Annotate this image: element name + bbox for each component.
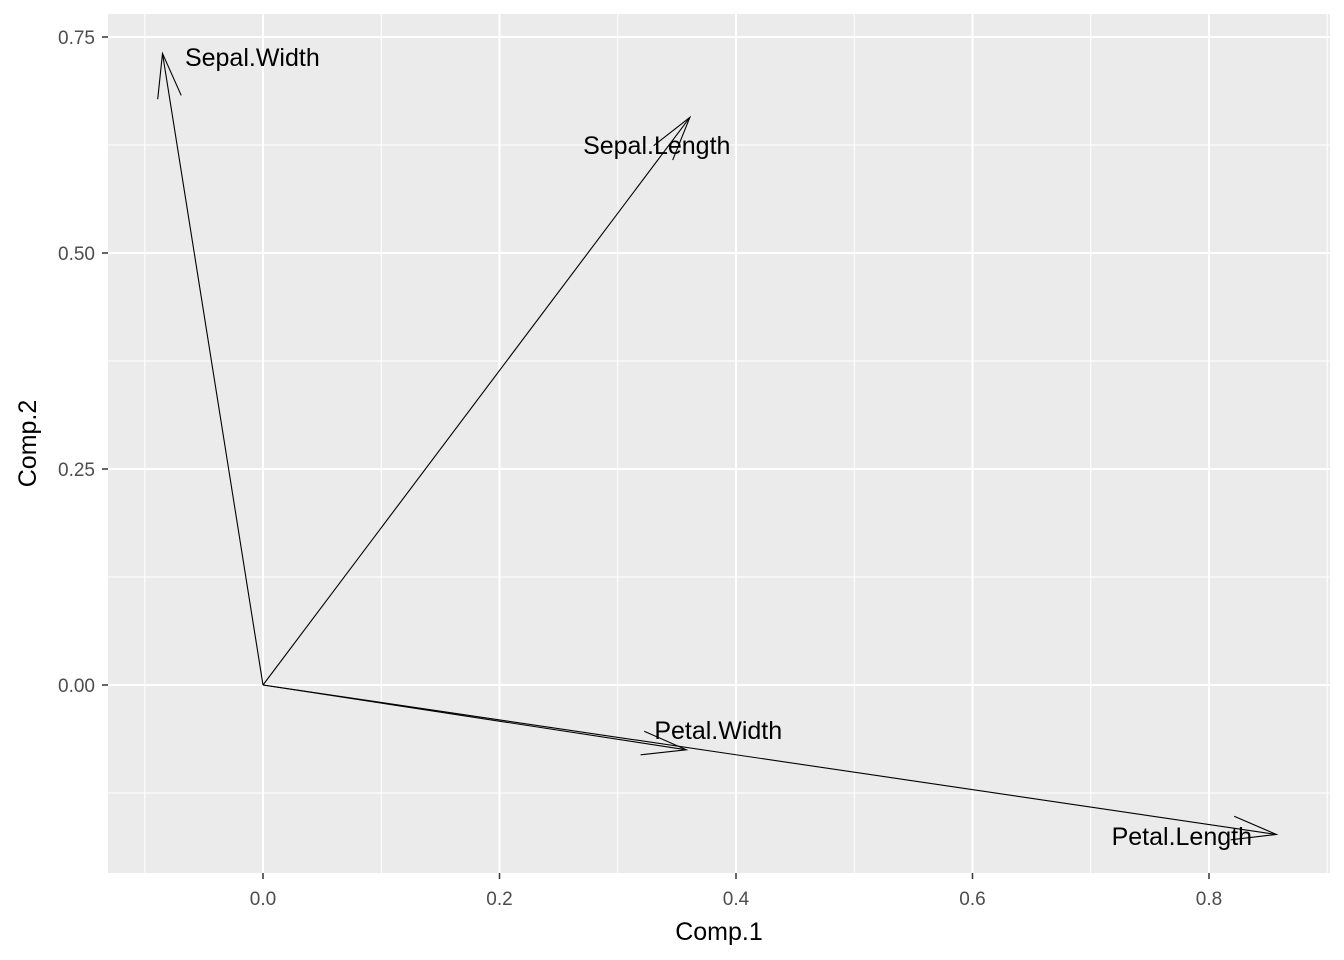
arrowhead-sepal-length — [653, 115, 692, 161]
label-sepal-width: Sepal.Width — [185, 44, 320, 72]
x-tick-label: 0.6 — [959, 889, 985, 910]
plot-panel — [108, 14, 1330, 873]
label-petal-width: Petal.Width — [654, 717, 782, 745]
vector-petal-length — [262, 684, 1277, 836]
vector-petal-width — [262, 684, 687, 751]
x-axis-ticks: 0.0 0.2 0.4 0.6 0.8 — [250, 873, 1222, 910]
x-tick-label: 0.2 — [486, 889, 512, 910]
major-gridlines — [108, 14, 1330, 873]
y-tick-label: 0.50 — [58, 244, 95, 265]
label-sepal-length: Sepal.Length — [583, 132, 730, 160]
vector-labels: Sepal.Length Sepal.Width Petal.Length Petal… — [185, 44, 1252, 851]
vector-sepal-width — [161, 53, 264, 686]
label-petal-length: Petal.Length — [1112, 823, 1252, 851]
x-tick-label: 0.4 — [723, 889, 750, 910]
arrowhead-petal-length — [1230, 815, 1279, 841]
vector-sepal-length — [262, 117, 691, 686]
y-axis-title: Comp.2 — [14, 400, 42, 488]
y-tick-label: 0.75 — [58, 28, 95, 49]
minor-gridlines — [108, 14, 1330, 873]
loading-vectors — [157, 51, 1279, 841]
arrowhead-sepal-width — [157, 51, 182, 100]
x-tick-label: 0.0 — [250, 889, 276, 910]
y-tick-label: 0.25 — [58, 460, 95, 481]
x-axis-title: Comp.1 — [675, 918, 763, 946]
y-axis-ticks: 0.00 0.25 0.50 0.75 — [58, 28, 108, 697]
y-tick-label: 0.00 — [58, 676, 95, 697]
x-tick-label: 0.8 — [1196, 889, 1222, 910]
arrowhead-petal-width — [640, 730, 689, 756]
